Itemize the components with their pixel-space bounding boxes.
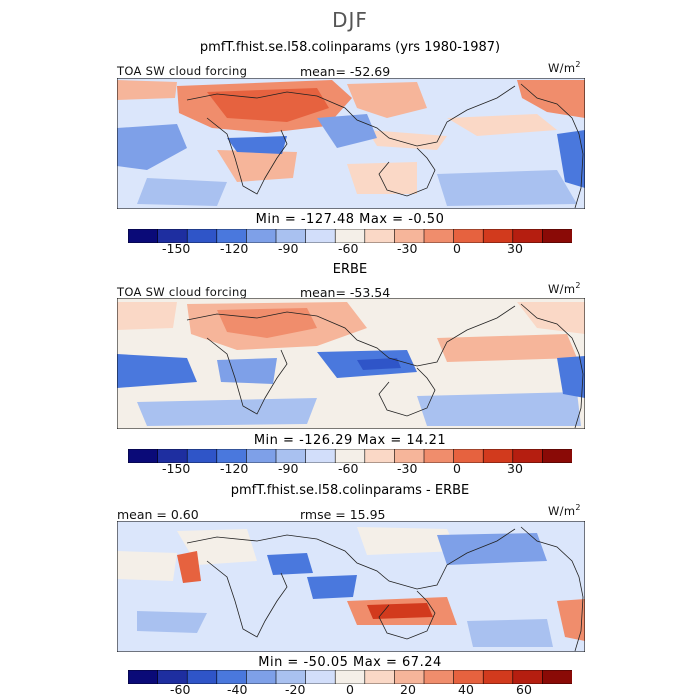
colorbar-tick: -30: [397, 241, 418, 256]
colorbar-tick: -60: [170, 682, 191, 697]
colorbar-swatch: [542, 449, 572, 463]
panel1-coastlines: [186, 83, 584, 209]
panel2-units: W/m2: [548, 281, 581, 296]
colorbar-tick: 30: [507, 461, 523, 476]
colorbar-tick: 0: [346, 682, 354, 697]
colorbar-tick: 60: [516, 682, 532, 697]
colorbar-tick: -60: [338, 241, 359, 256]
colorbar-tick: -120: [220, 461, 249, 476]
panel2-map: [117, 298, 585, 429]
panel1-header: pmfT.fhist.se.l58.colinparams (yrs 1980-…: [199, 40, 501, 55]
panel1-colorbar: [128, 229, 572, 243]
panel1-map: [117, 78, 585, 209]
panel3-colorbar-ticks: -60 -40 -20 0 20 40 60: [128, 682, 572, 700]
colorbar-tick: -20: [285, 682, 306, 697]
panel2-colorbar: [128, 449, 572, 463]
panel3-colorbar: [128, 670, 572, 684]
panel1-units: W/m2: [548, 60, 581, 75]
panel2-minmax: Min = -126.29 Max = 14.21: [253, 433, 447, 448]
panel1-colorbar-ticks: -150 -120 -90 -60 -30 0 30: [128, 241, 572, 259]
colorbar-tick: -90: [278, 461, 299, 476]
colorbar-tick: -150: [162, 461, 191, 476]
panel1-field-label: TOA SW cloud forcing: [117, 64, 248, 78]
panel3-header: pmfT.fhist.se.l58.colinparams - ERBE: [230, 483, 470, 498]
colorbar-tick: -60: [338, 461, 359, 476]
panel3-units: W/m2: [548, 503, 581, 518]
colorbar-tick: 30: [507, 241, 523, 256]
panel1-cool-region: [117, 124, 187, 170]
panel2-field-label: TOA SW cloud forcing: [117, 285, 248, 299]
colorbar-tick: 40: [458, 682, 474, 697]
panel3-rmse: rmse = 15.95: [300, 507, 386, 522]
panel2-coastlines: [186, 303, 584, 429]
panel3-cool-region: [267, 553, 313, 575]
panel3-mean: mean = 0.60: [117, 507, 199, 522]
panel1-mean: mean= -52.69: [300, 64, 391, 79]
colorbar-swatch: [542, 670, 572, 684]
colorbar-tick: 20: [400, 682, 416, 697]
figure-title: DJF: [332, 8, 368, 32]
colorbar-tick: 0: [453, 461, 461, 476]
panel2-colorbar-ticks: -150 -120 -90 -60 -30 0 30: [128, 461, 572, 479]
colorbar-tick: -120: [220, 241, 249, 256]
panel3-coastlines: [186, 526, 584, 652]
colorbar-tick: 0: [453, 241, 461, 256]
colorbar-tick: -40: [227, 682, 248, 697]
panel1-minmax: Min = -127.48 Max = -0.50: [255, 212, 445, 227]
panel2-mean: mean= -53.54: [300, 285, 391, 300]
colorbar-tick: -150: [162, 241, 191, 256]
panel2-cool-region: [117, 354, 197, 388]
colorbar-tick: -30: [397, 461, 418, 476]
panel2-header: ERBE: [332, 262, 368, 277]
colorbar-swatch: [542, 229, 572, 243]
colorbar-tick: -90: [278, 241, 299, 256]
panel3-minmax: Min = -50.05 Max = 67.24: [258, 655, 442, 670]
panel3-map: [117, 521, 585, 652]
